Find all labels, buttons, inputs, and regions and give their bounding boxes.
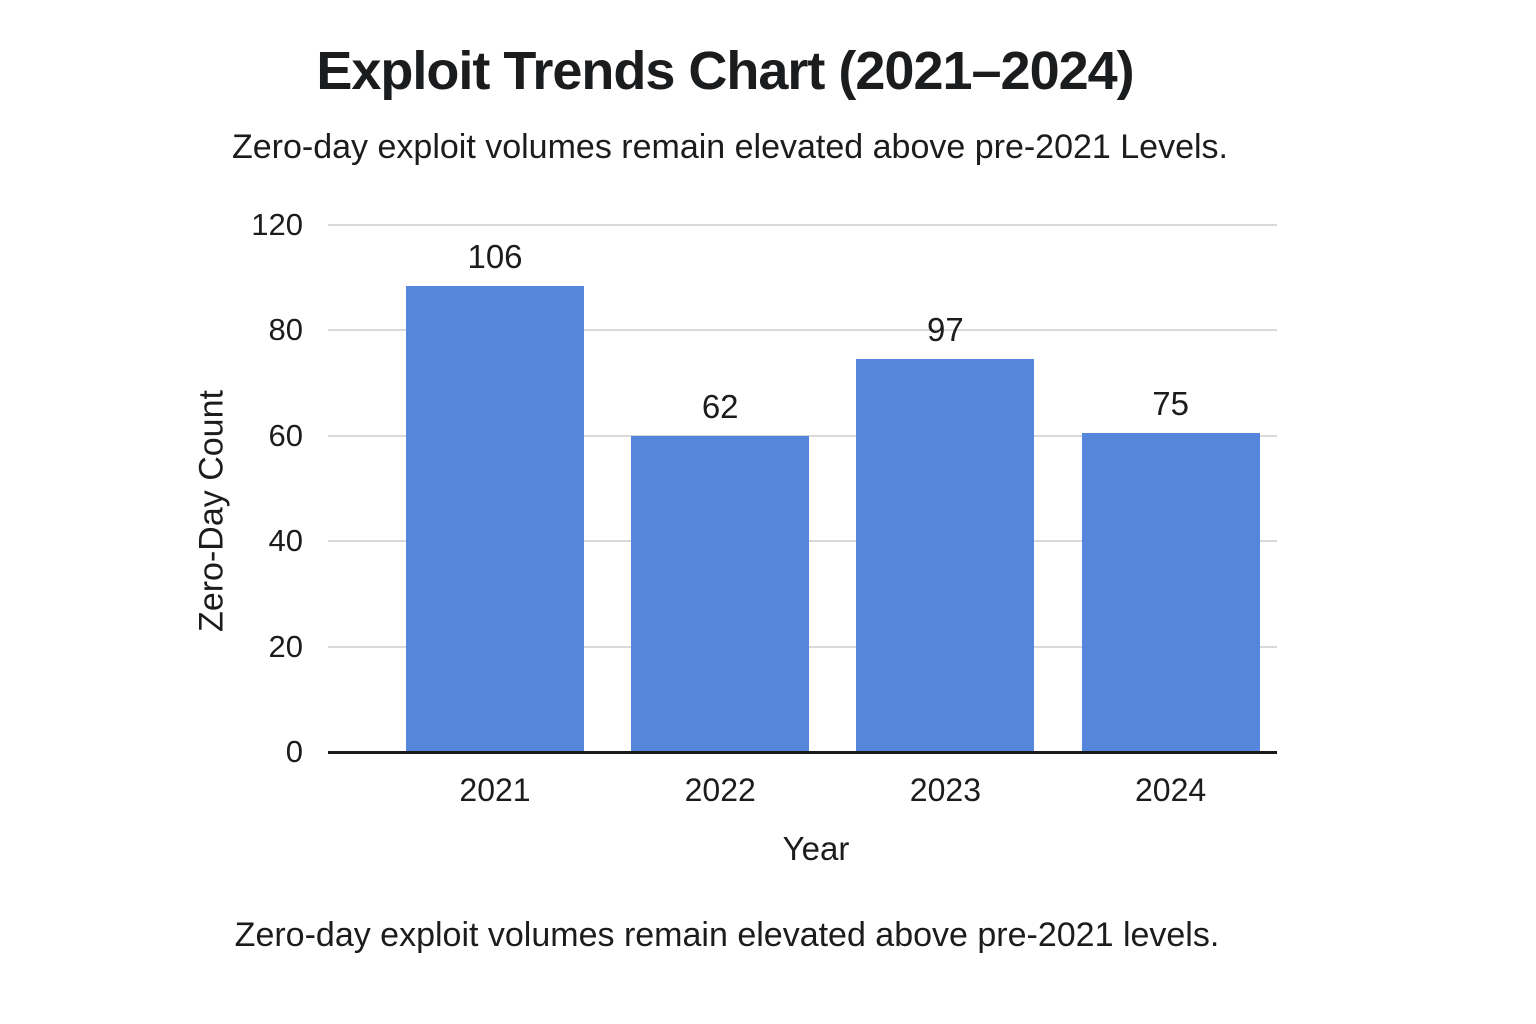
bar-2021 — [406, 285, 584, 752]
footer-caption: Zero-day exploit volumes remain elevated… — [234, 916, 1220, 954]
bar-value-label: 62 — [701, 387, 739, 425]
x-axis-title: Year — [782, 830, 850, 867]
y-axis-title: Zero-Day Count — [192, 390, 231, 632]
y-tick-label: 0 — [285, 734, 303, 769]
bar-value-label: 97 — [927, 311, 964, 349]
bar-value-label: 106 — [467, 237, 523, 275]
y-tick-label: 120 — [251, 207, 303, 242]
x-axis-tick-labels: 2021 2022 2023 2024 — [328, 772, 1277, 812]
x-tick-label: 2022 — [684, 772, 756, 808]
x-axis-baseline — [328, 751, 1277, 754]
bar-2024 — [1081, 433, 1260, 752]
gridline — [328, 224, 1277, 226]
chart-title: Exploit Trends Chart (2021–2024) — [316, 41, 1134, 101]
x-tick-label: 2021 — [459, 772, 531, 808]
bar-2022 — [631, 435, 810, 752]
plot-area: 106 62 97 75 — [328, 224, 1277, 754]
x-tick-label: 2024 — [1135, 772, 1207, 808]
x-tick-label: 2023 — [909, 772, 981, 808]
bar-2023 — [856, 359, 1035, 752]
bar-value-label: 75 — [1152, 385, 1189, 423]
gridline — [328, 434, 1277, 437]
y-tick-label: 40 — [268, 523, 303, 559]
chart-subtitle: Zero-day exploit volumes remain elevated… — [232, 128, 1228, 166]
y-tick-label: 80 — [268, 312, 303, 348]
gridline — [328, 329, 1277, 332]
y-tick-label: 60 — [268, 417, 303, 453]
y-axis-tick-labels: 0 20 40 60 80 120 — [180, 209, 303, 768]
y-tick-label: 20 — [268, 628, 303, 664]
